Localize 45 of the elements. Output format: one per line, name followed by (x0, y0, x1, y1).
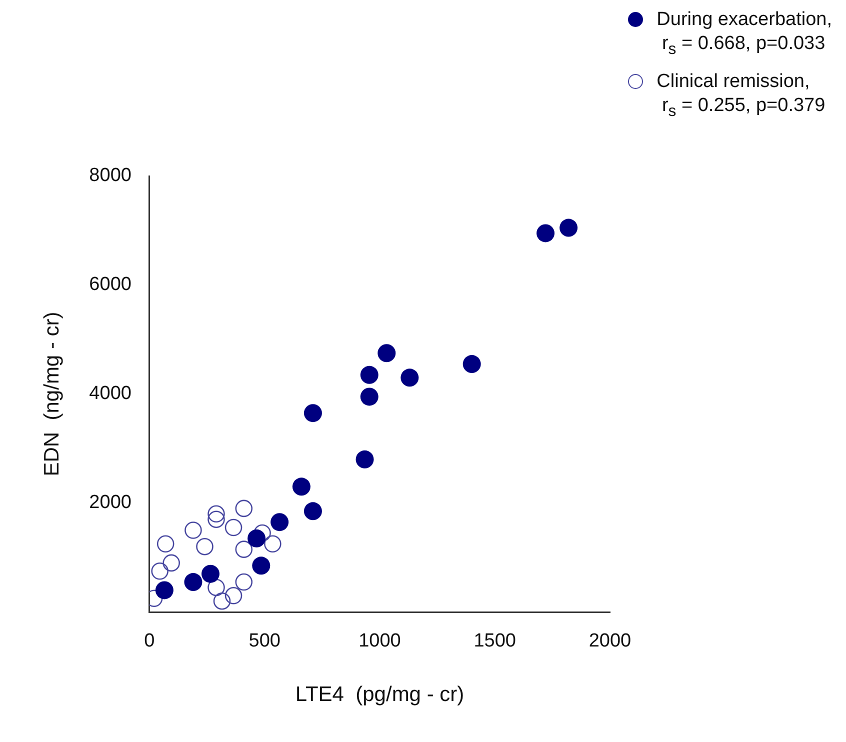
y-tick-label: 6000 (89, 274, 132, 296)
point (196, 538, 214, 556)
x-tick-label: 0 (144, 630, 155, 652)
point (208, 578, 225, 596)
point (213, 592, 231, 610)
point (360, 388, 378, 406)
point (248, 529, 266, 548)
point (156, 535, 174, 553)
x-axis-title: LTE4 (pg/mg - cr) (295, 683, 464, 706)
point (462, 355, 481, 374)
point (360, 366, 378, 384)
point (264, 535, 282, 553)
y-tick-label: 2000 (89, 492, 132, 514)
point (155, 581, 174, 600)
point (304, 502, 322, 520)
point (201, 564, 220, 583)
x-tick-label: 2000 (588, 630, 632, 652)
point (208, 510, 225, 528)
point (151, 562, 168, 580)
point (235, 573, 253, 591)
y-axis-title: EDN (ng/mg - cr) (40, 312, 64, 476)
point (270, 513, 289, 532)
point (536, 224, 555, 242)
point (184, 573, 202, 592)
point (400, 368, 419, 387)
y-tick-label: 8000 (89, 165, 132, 186)
point (356, 450, 374, 468)
point (162, 554, 180, 572)
legend-label: During exacerbation, r$_{s}$ = 0.668, p=0.033 (656, 8, 832, 60)
legend-label: Clinical remission, r$_{s}$ = 0.255, p=0.379 (656, 70, 826, 122)
point (224, 518, 242, 536)
point (292, 478, 310, 496)
point (224, 587, 242, 604)
x-tick-label: 1500 (474, 630, 516, 652)
point (184, 522, 202, 539)
y-tick-label: 4000 (89, 383, 132, 404)
point (235, 500, 253, 518)
point (235, 540, 253, 558)
point (304, 404, 322, 422)
point (560, 218, 578, 237)
point (208, 505, 225, 523)
x-tick-label: 500 (248, 630, 280, 652)
point (252, 556, 270, 575)
point (378, 344, 396, 362)
x-tick-label: 1000 (358, 630, 401, 652)
